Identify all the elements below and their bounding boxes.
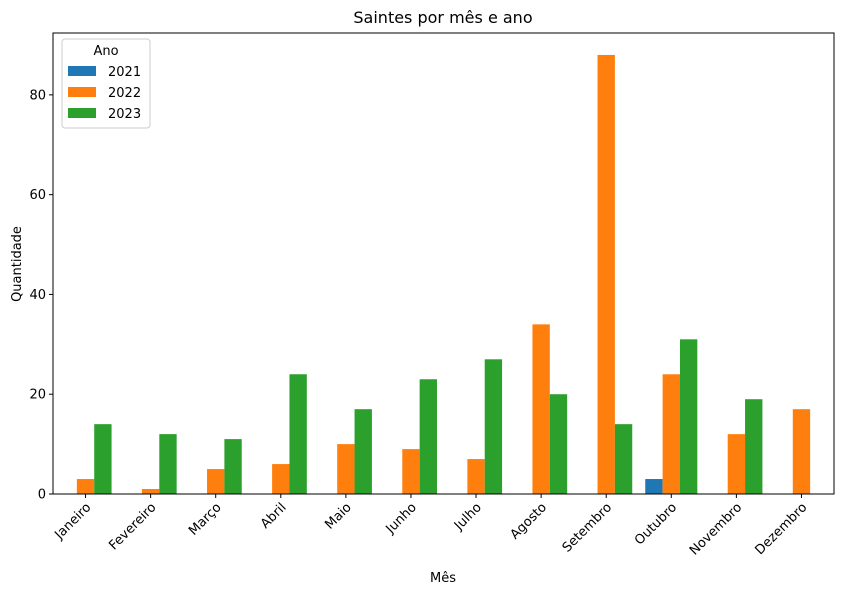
x-tick-label: Fevereiro [106,500,159,553]
legend-title: Ano [93,44,118,59]
bar-2022-Dezembro [792,409,811,494]
y-tick-label: 20 [29,388,46,403]
legend-label-2023: 2023 [108,107,141,122]
bar-2022-Setembro [597,54,615,494]
legend-box [61,38,151,129]
legend-label-2021: 2021 [108,65,141,80]
bar-2023-Novembro [745,399,763,494]
legend-swatch-2022 [68,87,96,97]
bar-2023-Setembro [614,424,633,494]
legend-swatch-2023 [68,108,96,118]
bar-2023-Abril [289,374,307,494]
legend: Ano 2021 2022 2023 [61,38,151,129]
bar-2023-Fevereiro [159,434,177,494]
bar-2022-Maio [337,444,355,494]
bar-2022-Outubro [662,374,680,494]
bar-2021-Outubro [645,479,663,494]
bar-2022-Novembro [727,434,746,494]
x-axis-label: Mês [430,571,456,586]
bar-2023-Julho [484,359,503,494]
bars-group [76,54,811,494]
y-axis-ticks: 0 20 40 60 80 [29,88,53,503]
bar-2022-Junho [402,449,420,494]
bar-2023-Agosto [549,394,568,494]
bar-2023-Março [224,439,242,494]
bar-2022-Agosto [532,324,550,494]
legend-label-2022: 2022 [108,86,141,101]
y-tick-label: 40 [29,288,46,303]
x-tick-label: Julho [451,500,485,534]
bar-2023-Outubro [679,339,698,494]
y-axis-label: Quantidade [10,226,25,302]
x-tick-label: Novembro [687,500,745,558]
x-tick-label: Maio [322,500,354,532]
bar-2022-Janeiro [76,479,95,494]
y-tick-label: 60 [29,188,46,203]
bar-2022-Abril [272,464,290,494]
x-axis-ticks: Janeiro Fevereiro Março Abril Maio Junho Julho… [51,494,810,558]
x-tick-label: Setembro [560,500,615,555]
bar-2022-Março [207,469,225,494]
x-tick-label: Janeiro [51,500,94,543]
bar-2023-Maio [354,409,372,494]
y-tick-label: 80 [29,88,46,103]
x-tick-label: Dezembro [752,500,810,558]
chart-title: Saintes por mês e ano [353,8,532,27]
x-tick-label: Junho [383,500,420,537]
x-tick-label: Abril [258,500,290,532]
bar-2023-Janeiro [94,424,112,494]
bar-2023-Junho [419,379,437,494]
y-tick-label: 0 [38,488,46,503]
bar-2022-Julho [467,459,485,494]
x-tick-label: Março [186,500,224,538]
bar-2022-Fevereiro [141,489,160,494]
x-tick-label: Outubro [632,500,680,548]
plot-frame [52,32,835,495]
legend-swatch-2021 [68,66,96,76]
x-tick-label: Agosto [508,500,550,542]
